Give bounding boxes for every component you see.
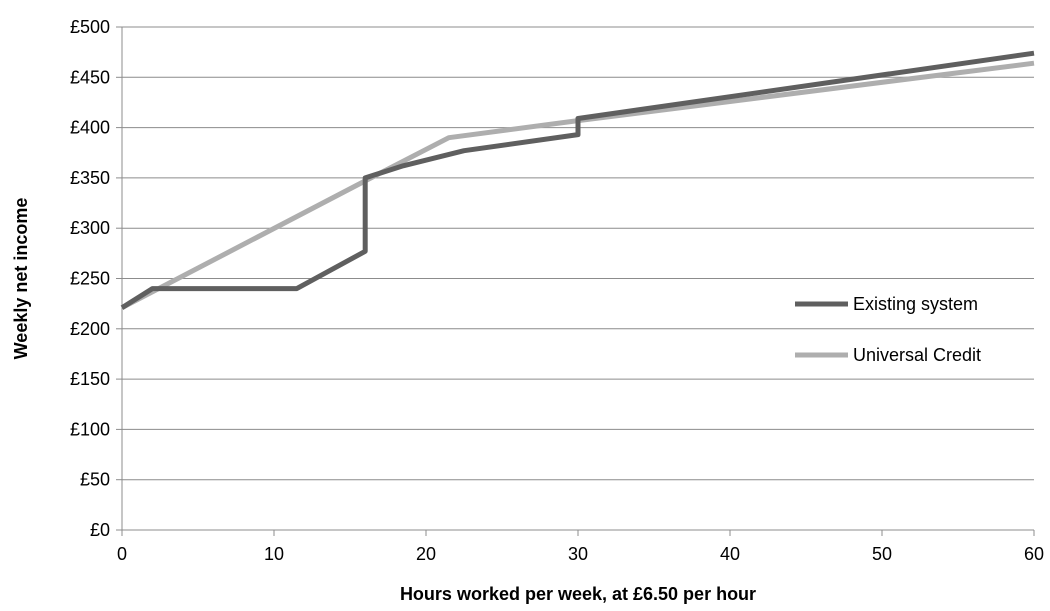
y-tick-label: £150 [70, 369, 110, 389]
y-axis-title: Weekly net income [11, 198, 31, 360]
y-tick-label: £400 [70, 118, 110, 138]
y-tick-label: £500 [70, 17, 110, 37]
y-tick-label: £350 [70, 168, 110, 188]
y-tick-label: £100 [70, 419, 110, 439]
series-lines [120, 50, 1035, 310]
y-axis-ticks: £0 £50 £100 £150 £200 £250 £300 £350 £400 £450 £50… [70, 17, 122, 540]
y-tick-label: £450 [70, 67, 110, 87]
x-tick-label: 60 [1024, 544, 1044, 564]
x-tick-label: 50 [872, 544, 892, 564]
legend-label-existing-system: Existing system [853, 294, 978, 314]
y-tick-label: £250 [70, 269, 110, 289]
x-axis-ticks: 0 10 20 30 40 50 60 [117, 530, 1044, 564]
y-tick-label: £200 [70, 319, 110, 339]
series-line-universal-credit [120, 60, 1035, 310]
x-tick-label: 20 [416, 544, 436, 564]
x-axis-title: Hours worked per week, at £6.50 per hour [400, 584, 756, 604]
y-tick-label: £0 [90, 520, 110, 540]
x-tick-label: 40 [720, 544, 740, 564]
x-tick-label: 0 [117, 544, 127, 564]
x-tick-label: 30 [568, 544, 588, 564]
gridlines [122, 26, 1034, 481]
x-tick-label: 10 [264, 544, 284, 564]
legend-label-universal-credit: Universal Credit [853, 345, 981, 365]
legend: Existing system Universal Credit [795, 294, 981, 365]
y-tick-label: £50 [80, 470, 110, 490]
series-line-existing-system [120, 50, 1035, 310]
y-tick-label: £300 [70, 218, 110, 238]
